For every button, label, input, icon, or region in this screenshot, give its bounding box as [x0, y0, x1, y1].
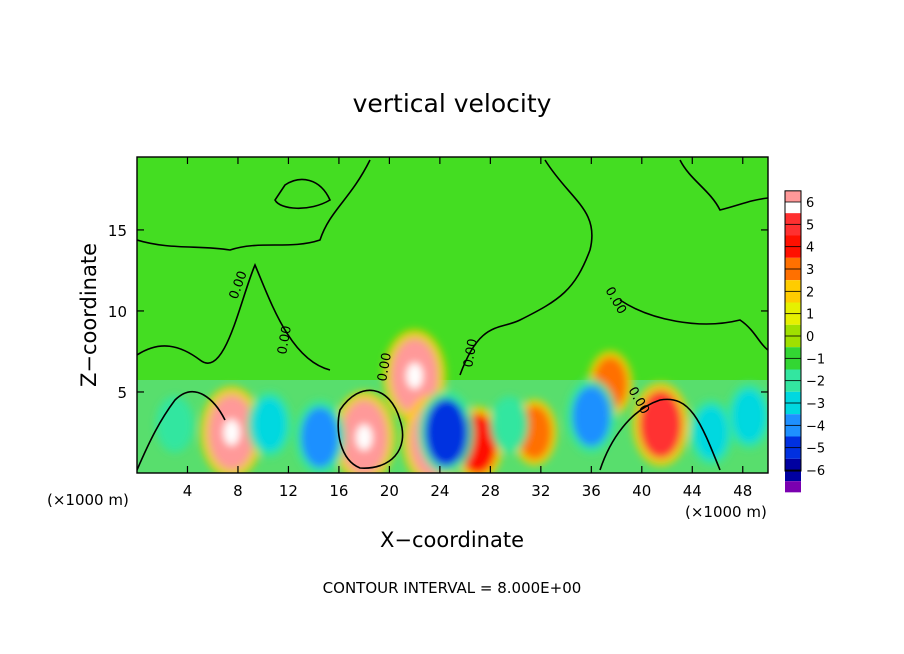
x-tick-label: 24: [430, 482, 449, 500]
y-tick-label: 15: [108, 222, 127, 240]
velocity-cell: [425, 398, 468, 466]
colorbar-label: 1: [806, 308, 814, 323]
colorbar-label: 4: [806, 241, 814, 256]
x-tick-label: 12: [279, 482, 298, 500]
contour-zero-far-right: [619, 299, 768, 351]
colorbar-label: 6: [806, 196, 814, 211]
contour-zero-lower-mid: [337, 389, 404, 469]
contour-label: 0.00: [375, 352, 395, 383]
colorbar-label: 0: [806, 330, 814, 345]
velocity-cell: [694, 405, 728, 459]
x-tick-label: 4: [183, 482, 193, 500]
velocity-cell-core: [223, 419, 240, 446]
velocity-cell: [639, 390, 682, 458]
velocity-cells: [155, 329, 768, 473]
velocity-cell: [572, 386, 611, 447]
chart-title: vertical velocity: [353, 89, 552, 118]
velocity-cell: [301, 407, 339, 468]
colorbar-label: −4: [806, 419, 825, 434]
contour-label: 0.00: [461, 338, 481, 369]
colorbar-label: −2: [806, 375, 825, 390]
x-tick-label: 48: [733, 482, 752, 500]
colorbar-label: −3: [806, 397, 825, 412]
contour-lines: [137, 159, 768, 471]
colorbar-label: 5: [806, 218, 814, 233]
x-unit-left: (×1000 m): [47, 491, 129, 509]
contour-zero-right-upper: [679, 159, 768, 211]
velocity-cell: [494, 401, 524, 448]
x-tick-label: 44: [683, 482, 702, 500]
velocity-cell: [252, 397, 287, 451]
plot-frame: [136, 156, 769, 474]
colorbar-label: −6: [806, 464, 825, 479]
velocity-cell: [160, 401, 190, 448]
x-tick-label: 20: [380, 482, 399, 500]
colorbar-frame: [784, 190, 802, 472]
x-tick-label: 28: [481, 482, 500, 500]
y-tick-label: 10: [108, 303, 127, 321]
contour-zero-mid: [137, 262, 331, 371]
contour-zero-lower-left: [137, 391, 226, 471]
velocity-cell-core: [356, 424, 373, 451]
colorbar-label: −1: [806, 352, 825, 367]
plot-area: [136, 156, 769, 474]
colorbar-swatch: [785, 481, 801, 493]
contour-zero-upper: [137, 159, 371, 251]
contour-zero-top-island: [274, 178, 332, 210]
colorbar-label: 2: [806, 285, 814, 300]
colorbar-label: −5: [806, 442, 825, 457]
colorbar-label: 3: [806, 263, 814, 278]
colorbar: 6 5 4 3 2 1 0 −1 −2 −3 −4 −5 −6: [784, 190, 825, 493]
x-tick-label: 32: [531, 482, 550, 500]
contour-zero-lower-right: [599, 398, 721, 471]
x-unit-right: (×1000 m): [685, 503, 767, 521]
y-axis: 5 10 15: [108, 222, 768, 402]
x-axis-label: X−coordinate: [380, 528, 524, 552]
x-tick-label: 16: [329, 482, 348, 500]
velocity-cell: [732, 389, 766, 443]
x-tick-label: 40: [632, 482, 651, 500]
y-tick-label: 5: [117, 384, 127, 402]
x-tick-label: 8: [233, 482, 243, 500]
colorbar-swatch: [785, 190, 801, 202]
y-axis-label: Z−coordinate: [77, 243, 101, 387]
contour-label: 0.00: [275, 325, 295, 356]
velocity-cell-core: [406, 362, 423, 389]
x-axis: 4 8 12 16 20 24 28 32 36 40 44 48: [183, 157, 752, 500]
contour-zero-right: [459, 159, 593, 376]
contour-interval-note: CONTOUR INTERVAL = 8.000E+00: [323, 579, 582, 597]
x-tick-label: 36: [582, 482, 601, 500]
